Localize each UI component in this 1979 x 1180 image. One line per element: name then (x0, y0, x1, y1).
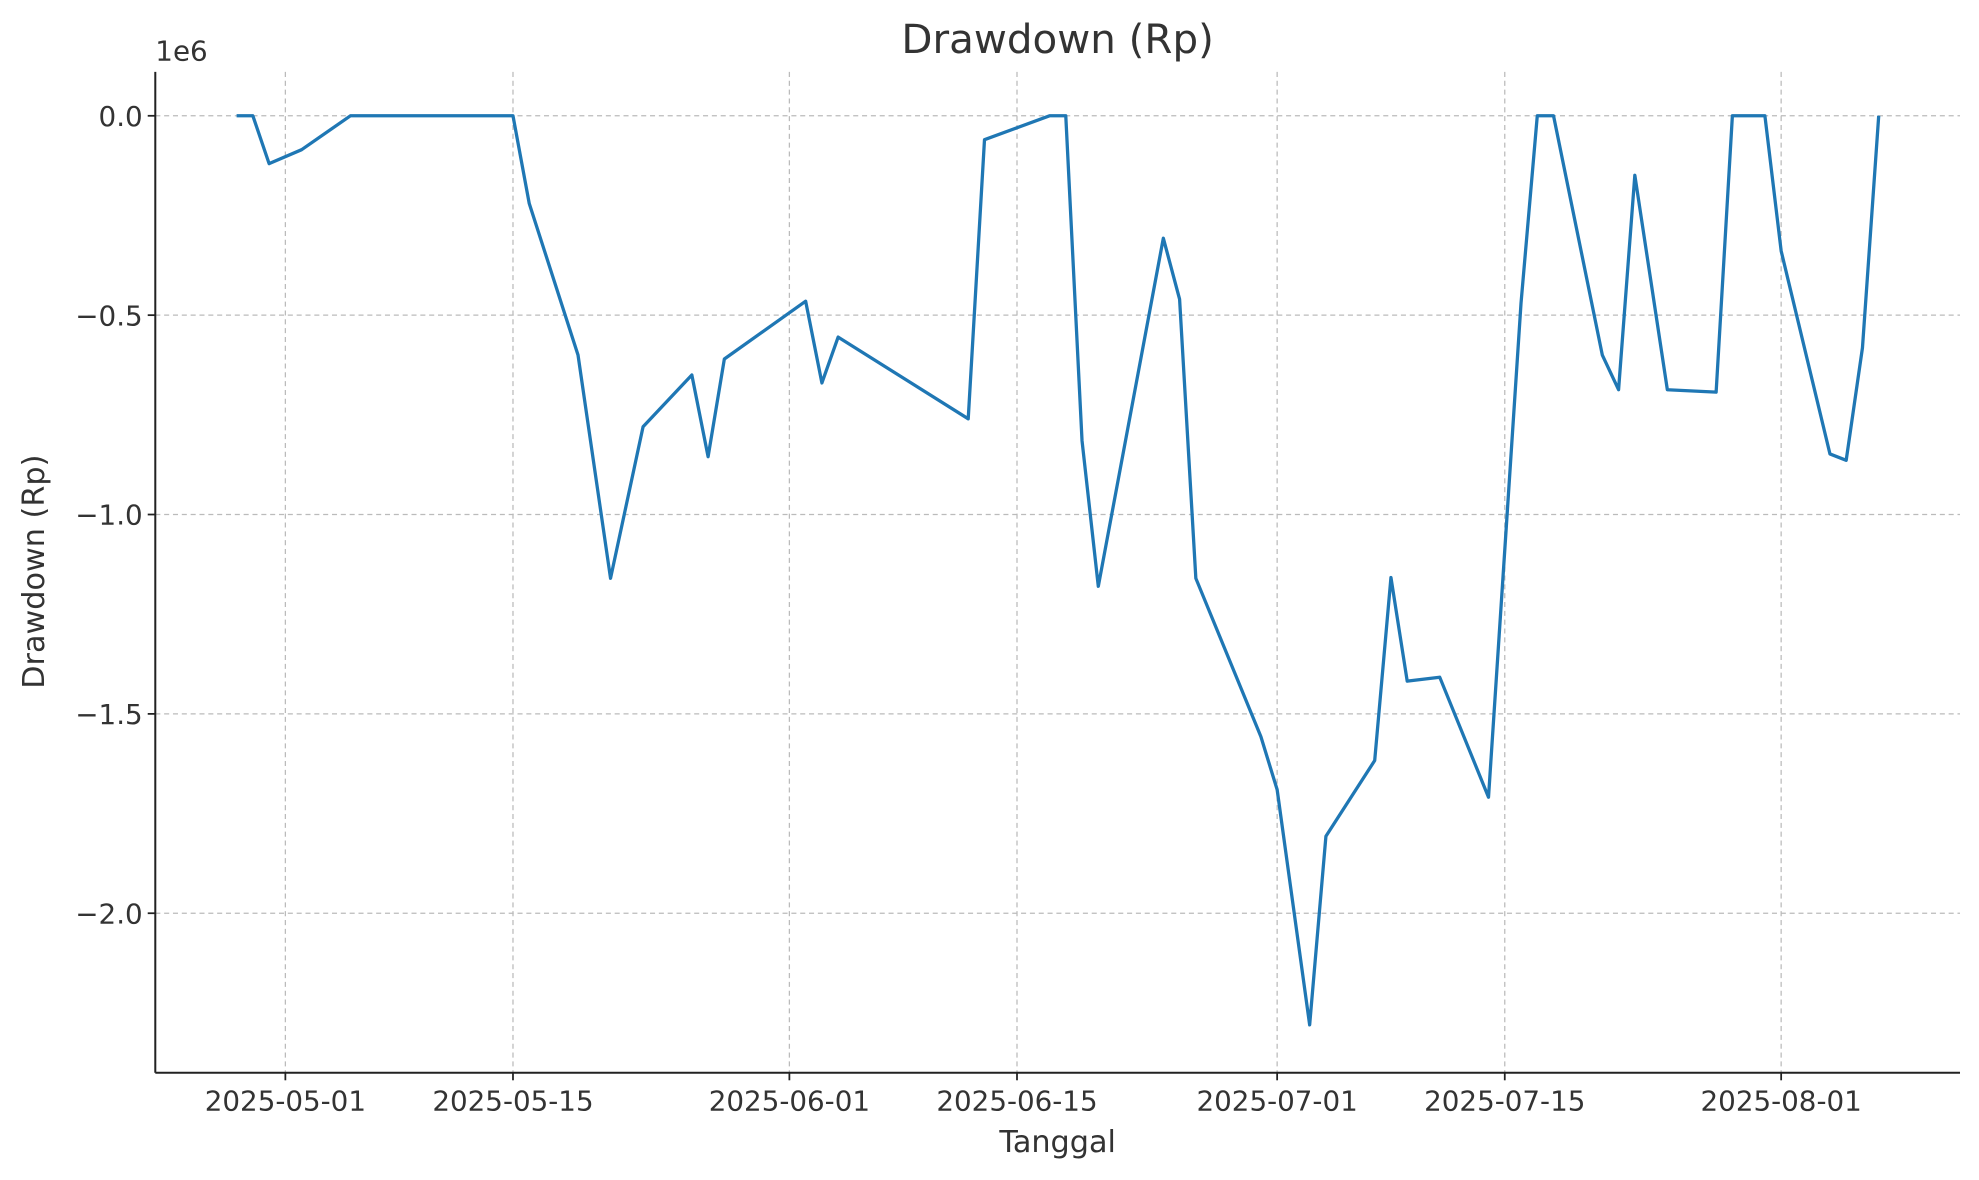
line-series (236, 114, 1881, 1027)
x-tick-label: 2025-06-15 (936, 1085, 1097, 1118)
y-tick-label: 0.0 (99, 100, 143, 133)
x-tick-label: 2025-06-01 (709, 1085, 870, 1118)
x-tick-label: 2025-05-01 (205, 1085, 366, 1118)
x-tick-label: 2025-07-15 (1424, 1085, 1585, 1118)
x-tick-label: 2025-05-15 (432, 1085, 593, 1118)
y-tick-label: −0.5 (75, 299, 142, 332)
x-tick-label: 2025-07-01 (1197, 1085, 1358, 1118)
y-tick-label: −1.0 (75, 499, 142, 532)
x-tick-label: 2025-08-01 (1701, 1085, 1862, 1118)
y-tick-label: −1.5 (75, 698, 142, 731)
y-tick-label: −2.0 (75, 897, 142, 930)
y-axis-label: Drawdown (Rp) (17, 455, 52, 689)
plot-area (236, 114, 1881, 1027)
x-axis-label: Tanggal (998, 1125, 1116, 1160)
chart-title: Drawdown (Rp) (901, 16, 1213, 63)
y-offset-label: 1e6 (155, 35, 207, 68)
grid (155, 71, 1961, 1073)
